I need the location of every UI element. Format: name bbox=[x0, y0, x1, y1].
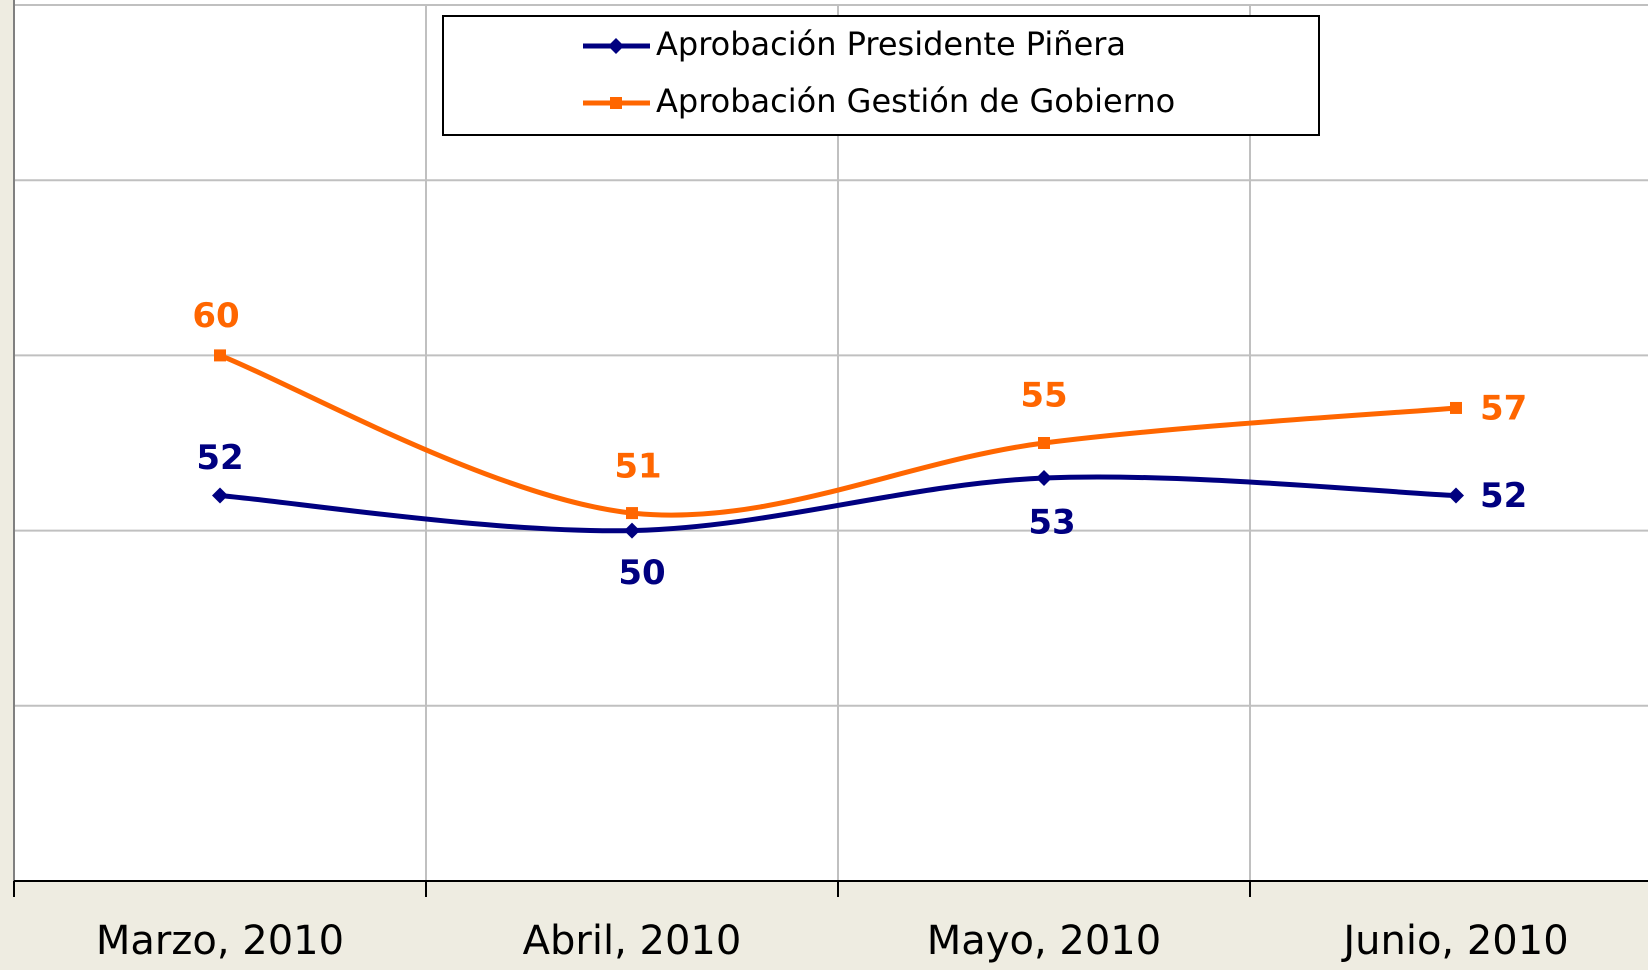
plot-area bbox=[14, 0, 1648, 881]
data-label: 52 bbox=[1480, 476, 1527, 516]
legend-label: Aprobación Presidente Piñera bbox=[656, 25, 1126, 63]
data-label: 52 bbox=[196, 438, 243, 478]
marker bbox=[1038, 437, 1050, 449]
marker bbox=[1448, 487, 1464, 504]
data-label: 50 bbox=[618, 553, 665, 593]
data-label: 51 bbox=[614, 447, 661, 487]
marker bbox=[214, 349, 226, 362]
x-tick-label: Mayo, 2010 bbox=[927, 918, 1161, 964]
marker bbox=[1036, 470, 1052, 487]
data-label: 55 bbox=[1020, 376, 1067, 416]
series-line bbox=[219, 474, 1457, 534]
series-line bbox=[219, 353, 1457, 518]
marker bbox=[624, 522, 640, 539]
data-label: 57 bbox=[1480, 388, 1527, 428]
marker bbox=[212, 487, 228, 504]
legend-box bbox=[442, 15, 1320, 136]
legend-label: Aprobación Gestión de Gobierno bbox=[656, 82, 1175, 120]
x-tick-label: Abril, 2010 bbox=[523, 918, 742, 964]
x-tick-label: Marzo, 2010 bbox=[96, 918, 344, 964]
legend: Aprobación Presidente Piñera Aprobación G… bbox=[442, 15, 1320, 136]
data-label: 53 bbox=[1028, 503, 1075, 543]
x-tick-label: Junio, 2010 bbox=[1340, 918, 1568, 964]
data-label: 60 bbox=[192, 296, 239, 336]
legend-marker bbox=[610, 97, 622, 109]
marker bbox=[626, 507, 638, 520]
legend-marker bbox=[608, 38, 624, 54]
marker bbox=[1450, 401, 1462, 414]
